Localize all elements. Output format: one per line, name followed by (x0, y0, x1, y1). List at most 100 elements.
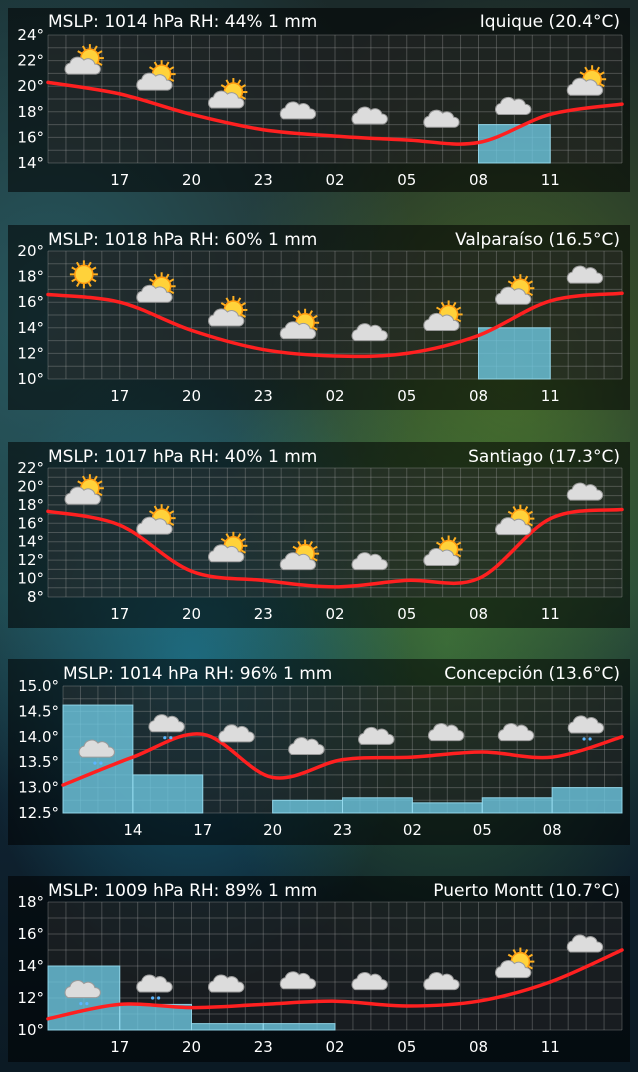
weather-widget-iquique[interactable]: MSLP: 1014 hPa RH: 44% 1 mm Iquique (20.… (8, 8, 630, 192)
cloud-icon (351, 323, 388, 342)
precip-bar (262, 1023, 336, 1031)
x-tick-label: 08 (469, 1038, 488, 1056)
x-tick-label: 23 (254, 387, 273, 405)
forecast-chart: 15.0° 14.5° 14.0° 13.5° 13.0° 12.5° 14 17 20 23 02… (18, 677, 624, 839)
y-tick-label: 20° (17, 242, 44, 260)
y-tick-label: 16° (17, 925, 44, 943)
x-tick-label: 20 (182, 387, 201, 405)
header-right: Concepción (13.6°C) (444, 664, 620, 684)
sun-cloud-icon (208, 531, 248, 563)
x-tick-label: 02 (325, 387, 344, 405)
y-tick-label: 14° (17, 957, 44, 975)
x-tick-label: 14 (123, 821, 142, 839)
header-left: MSLP: 1009 hPa RH: 89% 1 mm (48, 881, 317, 901)
cloud-icon (218, 724, 255, 743)
y-tick-label: 8° (27, 588, 44, 606)
y-tick-label: 18° (17, 496, 44, 514)
forecast-chart: 22°20°18°16°14°12°10°8° 17 20 23 02 05 08 11 (17, 459, 624, 623)
sun-cloud-icon (136, 272, 176, 303)
temperature-line (46, 948, 624, 1021)
y-tick-label: 14.0° (18, 728, 59, 746)
widget-svg: MSLP: 1018 hPa RH: 60% 1 mm Valparaíso (… (8, 225, 630, 410)
cloud-icon (566, 934, 604, 953)
x-tick-label: 23 (333, 821, 352, 839)
weather-widget-santiago[interactable]: MSLP: 1017 hPa RH: 40% 1 mm Santiago (17… (8, 442, 630, 628)
x-tick-label: 05 (397, 171, 416, 189)
cloud-icon (288, 737, 325, 756)
y-tick-label: 22° (17, 459, 44, 477)
y-tick-label: 18° (17, 268, 44, 286)
sun-cloud-icon (279, 308, 320, 340)
cloud-rain-icon (136, 974, 173, 1000)
x-tick-label: 08 (469, 605, 488, 623)
cloud-icon (279, 101, 317, 120)
temperature-line (61, 732, 624, 787)
cloud-rain-icon (148, 714, 185, 740)
sun-cloud-icon (495, 274, 535, 305)
weather-widget-concepcion[interactable]: MSLP: 1014 hPa RH: 96% 1 mm Concepción (… (8, 659, 630, 845)
x-tick-label: 11 (541, 1038, 560, 1056)
x-tick-label: 02 (403, 821, 422, 839)
y-tick-label: 13.5° (18, 753, 59, 771)
temperature-line (46, 507, 624, 589)
precip-bar (342, 797, 413, 814)
y-tick-label: 16° (17, 128, 44, 146)
x-tick-label: 23 (254, 1038, 273, 1056)
weather-widget-valparaiso[interactable]: MSLP: 1018 hPa RH: 60% 1 mm Valparaíso (… (8, 225, 630, 410)
precip-bar (272, 799, 343, 814)
y-tick-label: 15.0° (18, 677, 59, 695)
cloud-icon (208, 974, 245, 993)
sun-cloud-icon (423, 300, 463, 331)
x-tick-label: 08 (469, 387, 488, 405)
precip-bar (481, 797, 553, 814)
cloud-icon (423, 972, 460, 991)
x-tick-label: 02 (325, 605, 344, 623)
sun-cloud-icon (495, 504, 535, 536)
header-right: Puerto Montt (10.7°C) (433, 881, 620, 901)
header-right: Santiago (17.3°C) (468, 447, 620, 467)
x-tick-label: 17 (110, 387, 129, 405)
sun-cloud-icon (64, 474, 104, 505)
cloud-rain-icon (64, 980, 101, 1006)
cloud-icon (279, 971, 317, 990)
x-tick-label: 05 (473, 821, 492, 839)
widget-svg: MSLP: 1009 hPa RH: 89% 1 mm Puerto Montt… (8, 876, 630, 1062)
cloud-icon (566, 265, 604, 284)
x-tick-label: 02 (325, 171, 344, 189)
x-tick-label: 08 (543, 821, 562, 839)
cloud-icon (351, 972, 388, 991)
x-tick-label: 05 (397, 1038, 416, 1056)
weather-widget-puerto-montt[interactable]: MSLP: 1009 hPa RH: 89% 1 mm Puerto Montt… (8, 876, 630, 1062)
cloud-icon (566, 482, 604, 501)
y-tick-label: 18° (17, 103, 44, 121)
x-tick-label: 05 (397, 387, 416, 405)
sun-cloud-icon (423, 535, 463, 566)
sun-cloud-icon (136, 60, 176, 91)
forecast-chart: 20° 18° 16° 14° 12° 10° 17 20 23 02 05 08 11 (17, 242, 624, 405)
cloud-icon (423, 109, 460, 128)
sun-cloud-icon (208, 295, 248, 327)
x-tick-label: 20 (263, 821, 282, 839)
x-tick-label: 17 (110, 605, 129, 623)
forecast-chart: 24° 22° 20° 18° 16° 14° 17 20 23 02 05 08 11 (17, 26, 624, 189)
header-right: Valparaíso (16.5°C) (455, 230, 620, 250)
y-tick-label: 22° (17, 52, 44, 70)
y-tick-label: 18° (17, 893, 44, 911)
widget-svg: MSLP: 1014 hPa RH: 44% 1 mm Iquique (20.… (8, 8, 630, 192)
y-tick-label: 10° (17, 370, 44, 388)
header-left: MSLP: 1018 hPa RH: 60% 1 mm (48, 230, 317, 250)
y-tick-label: 16° (17, 293, 44, 311)
y-tick-label: 13.0° (18, 779, 59, 797)
sun-cloud-icon (279, 539, 320, 571)
sun-cloud-icon (495, 947, 535, 979)
cloud-rain-icon (567, 715, 605, 741)
cloud-icon (495, 96, 532, 115)
x-tick-label: 11 (541, 171, 560, 189)
y-tick-label: 24° (17, 26, 44, 44)
header-left: MSLP: 1017 hPa RH: 40% 1 mm (48, 447, 317, 467)
precip-bar (551, 787, 623, 814)
x-tick-label: 17 (110, 171, 129, 189)
y-tick-label: 12° (17, 551, 44, 569)
precip-bar (62, 704, 134, 814)
y-tick-label: 14.5° (18, 702, 59, 720)
